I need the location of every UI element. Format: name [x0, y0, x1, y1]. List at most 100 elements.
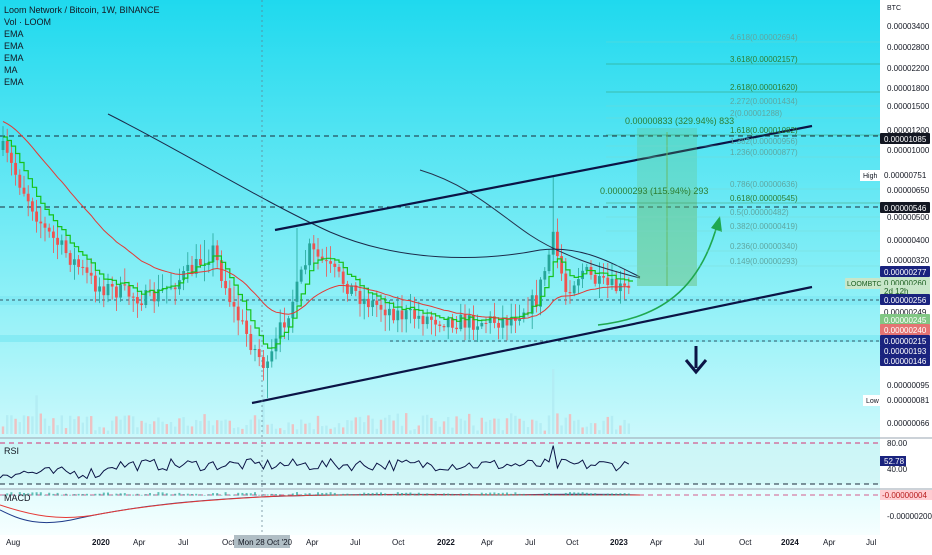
candle[interactable]	[438, 320, 442, 333]
candle[interactable]	[396, 296, 400, 333]
candle[interactable]	[329, 246, 332, 273]
candle[interactable]	[434, 313, 437, 337]
candle[interactable]	[312, 235, 316, 266]
candle[interactable]	[199, 244, 202, 268]
candle[interactable]	[152, 282, 156, 313]
candle[interactable]	[131, 292, 135, 312]
candle[interactable]	[346, 280, 349, 302]
candle[interactable]	[417, 301, 421, 329]
candle[interactable]	[480, 319, 484, 330]
candle[interactable]	[518, 304, 521, 326]
candle[interactable]	[52, 225, 55, 254]
candle[interactable]	[430, 311, 433, 335]
candle[interactable]	[316, 237, 320, 270]
candle[interactable]	[568, 280, 572, 304]
candle[interactable]	[102, 278, 106, 308]
candle[interactable]	[421, 310, 425, 336]
candle[interactable]	[598, 262, 601, 298]
candle[interactable]	[455, 315, 458, 334]
candle[interactable]	[232, 286, 236, 323]
candle[interactable]	[47, 223, 51, 238]
candle[interactable]	[543, 267, 547, 287]
candle[interactable]	[22, 175, 26, 197]
candle[interactable]	[362, 284, 366, 320]
candle[interactable]	[106, 273, 110, 303]
candle[interactable]	[572, 281, 576, 297]
candle[interactable]	[228, 280, 232, 307]
candle[interactable]	[425, 309, 429, 329]
candle[interactable]	[249, 325, 253, 355]
candle[interactable]	[270, 339, 274, 368]
candle[interactable]	[610, 262, 614, 290]
candle[interactable]	[39, 206, 43, 239]
candle[interactable]	[463, 304, 467, 341]
candle[interactable]	[451, 313, 454, 333]
candle[interactable]	[501, 305, 505, 339]
candle[interactable]	[400, 295, 404, 333]
candle[interactable]	[493, 302, 496, 329]
candle[interactable]	[577, 268, 580, 294]
candle[interactable]	[64, 232, 68, 258]
candle[interactable]	[77, 254, 80, 275]
candle[interactable]	[547, 249, 551, 274]
candle[interactable]	[68, 250, 72, 272]
candle[interactable]	[245, 310, 248, 347]
candle[interactable]	[115, 283, 118, 312]
candle[interactable]	[535, 279, 538, 313]
indicator-ema-1[interactable]: EMA	[4, 29, 24, 39]
channel-upper-line[interactable]	[274, 124, 813, 232]
candle[interactable]	[81, 259, 85, 276]
candle[interactable]	[85, 257, 89, 284]
volume-legend[interactable]: Vol · LOOM	[4, 17, 52, 27]
candle[interactable]	[304, 249, 307, 275]
candle[interactable]	[278, 309, 282, 353]
candle[interactable]	[241, 309, 244, 325]
candle[interactable]	[299, 266, 303, 284]
candle[interactable]	[388, 300, 391, 331]
candle[interactable]	[31, 197, 34, 221]
candle[interactable]	[371, 292, 374, 317]
candle[interactable]	[144, 284, 148, 309]
candle[interactable]	[18, 169, 22, 195]
candle[interactable]	[442, 323, 446, 332]
candle[interactable]	[60, 234, 64, 255]
candle[interactable]	[467, 308, 471, 340]
candle[interactable]	[94, 264, 97, 303]
candle[interactable]	[5, 128, 9, 163]
candle[interactable]	[215, 240, 219, 268]
candle[interactable]	[257, 339, 261, 367]
candle[interactable]	[56, 225, 59, 260]
candle[interactable]	[266, 355, 269, 398]
candle[interactable]	[619, 270, 622, 304]
channel-lower-line[interactable]	[251, 285, 813, 405]
indicator-ma[interactable]: MA	[4, 65, 18, 75]
candle[interactable]	[123, 268, 127, 291]
indicator-ema-2[interactable]: EMA	[4, 41, 24, 51]
candle[interactable]	[98, 277, 101, 304]
candle[interactable]	[262, 349, 265, 381]
symbol-title[interactable]: Loom Network / Bitcoin, 1W, BINANCE	[4, 5, 160, 15]
candle[interactable]	[43, 216, 47, 242]
candle[interactable]	[551, 176, 555, 266]
candle[interactable]	[325, 246, 328, 277]
candle[interactable]	[614, 270, 618, 294]
indicator-ema-4[interactable]: EMA	[4, 77, 24, 87]
candle[interactable]	[1, 126, 5, 157]
candle[interactable]	[333, 258, 337, 278]
candle[interactable]	[253, 344, 257, 362]
candle[interactable]	[35, 199, 38, 233]
candle[interactable]	[73, 247, 76, 280]
candle[interactable]	[350, 283, 353, 296]
candle[interactable]	[119, 276, 122, 302]
candle[interactable]	[354, 282, 358, 297]
candle[interactable]	[236, 292, 240, 336]
candle[interactable]	[497, 320, 500, 340]
candle[interactable]	[472, 305, 475, 341]
candle[interactable]	[295, 228, 299, 305]
candle[interactable]	[224, 268, 227, 295]
candle[interactable]	[14, 151, 17, 186]
indicator-ema-3[interactable]: EMA	[4, 53, 24, 63]
candle[interactable]	[26, 185, 30, 217]
